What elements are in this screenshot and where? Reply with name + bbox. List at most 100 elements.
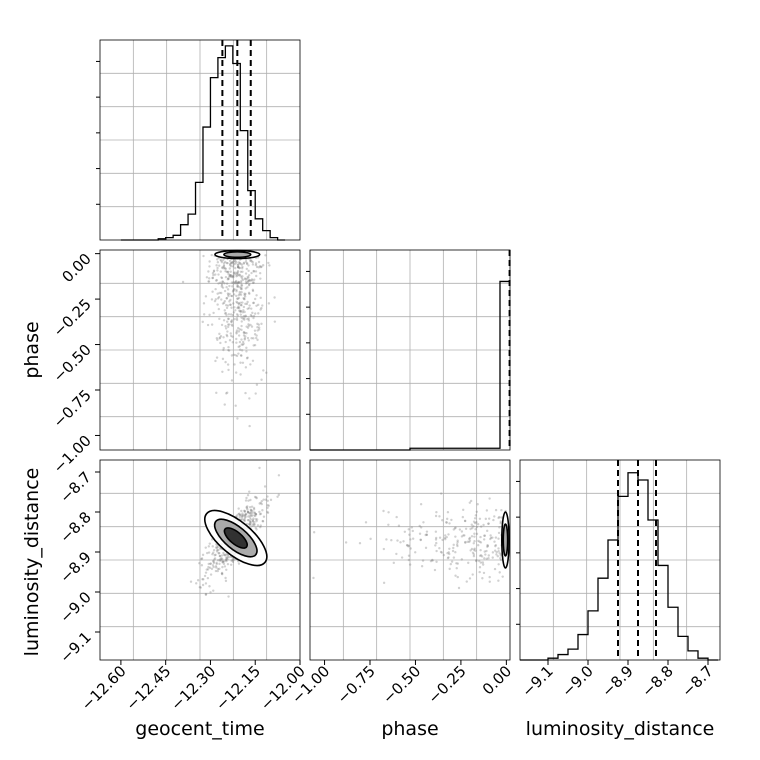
sample-point bbox=[209, 591, 212, 594]
sample-point bbox=[407, 544, 411, 547]
sample-point bbox=[261, 304, 264, 307]
sample-point bbox=[204, 546, 207, 549]
sample-point bbox=[487, 517, 491, 520]
sample-point bbox=[215, 546, 219, 550]
sample-point bbox=[252, 337, 255, 340]
sample-point bbox=[229, 274, 232, 277]
sample-point bbox=[248, 397, 251, 400]
sample-point bbox=[204, 571, 208, 574]
sample-point bbox=[215, 279, 218, 282]
sample-point bbox=[247, 274, 251, 277]
sample-point bbox=[247, 269, 250, 273]
sample-point bbox=[232, 280, 235, 284]
sample-point bbox=[488, 497, 491, 500]
sample-point bbox=[251, 311, 254, 315]
sample-point bbox=[277, 493, 280, 497]
sample-point bbox=[369, 537, 372, 541]
sample-point bbox=[250, 336, 253, 340]
sample-point bbox=[243, 510, 247, 513]
sample-point bbox=[254, 513, 258, 516]
sample-point bbox=[244, 513, 248, 516]
sample-point bbox=[233, 317, 236, 321]
sample-point bbox=[247, 307, 251, 310]
sample-point bbox=[246, 510, 250, 514]
sample-point bbox=[228, 263, 232, 267]
sample-point bbox=[226, 278, 230, 281]
sample-point bbox=[264, 254, 267, 257]
sample-point bbox=[216, 269, 219, 272]
sample-point bbox=[255, 265, 259, 269]
sample-point bbox=[235, 354, 239, 358]
sample-point bbox=[251, 288, 255, 292]
sample-point bbox=[251, 519, 254, 523]
sample-point bbox=[478, 517, 482, 520]
sample-point bbox=[258, 510, 261, 514]
sample-point bbox=[246, 280, 250, 283]
sample-point bbox=[246, 317, 249, 321]
sample-point bbox=[207, 545, 211, 548]
sample-point bbox=[236, 297, 239, 300]
sample-point bbox=[239, 513, 242, 517]
sample-point bbox=[434, 514, 438, 518]
sample-point bbox=[230, 323, 234, 326]
sample-point bbox=[216, 292, 219, 295]
sample-point bbox=[478, 559, 481, 563]
sample-point bbox=[460, 535, 464, 538]
sample-point bbox=[495, 550, 498, 554]
sample-point bbox=[223, 560, 226, 563]
sample-point bbox=[260, 502, 263, 506]
histogram-bin bbox=[598, 578, 608, 660]
y-axis-label-luminosity-distance: luminosity_distance bbox=[21, 468, 43, 657]
sample-point bbox=[243, 297, 246, 301]
sample-point bbox=[229, 275, 232, 278]
sample-point bbox=[263, 485, 267, 488]
sample-point bbox=[238, 290, 241, 294]
sample-point bbox=[214, 359, 217, 363]
sample-point bbox=[225, 558, 228, 562]
sample-point bbox=[234, 404, 237, 407]
sample-point bbox=[464, 519, 467, 523]
sample-point bbox=[447, 551, 450, 554]
sample-point bbox=[229, 563, 233, 566]
sample-point bbox=[268, 264, 271, 267]
sample-point bbox=[219, 270, 222, 273]
sample-point bbox=[488, 575, 491, 579]
sample-point bbox=[237, 306, 241, 310]
sample-point bbox=[454, 551, 457, 554]
sample-point bbox=[216, 258, 219, 261]
sample-point bbox=[481, 561, 485, 564]
sample-point bbox=[235, 313, 239, 316]
sample-point bbox=[498, 515, 501, 519]
sample-point bbox=[464, 540, 467, 544]
sample-point bbox=[229, 270, 232, 273]
sample-point bbox=[249, 520, 252, 524]
sample-point bbox=[451, 549, 455, 553]
sample-point bbox=[256, 326, 259, 329]
sample-point bbox=[500, 516, 503, 519]
sample-point bbox=[216, 548, 219, 552]
sample-point bbox=[224, 576, 227, 580]
sample-point bbox=[456, 539, 459, 542]
sample-point bbox=[243, 519, 246, 523]
sample-point bbox=[243, 338, 246, 341]
sample-point bbox=[252, 301, 255, 305]
sample-point bbox=[222, 346, 225, 350]
sample-point bbox=[226, 325, 230, 329]
sample-point bbox=[232, 288, 235, 292]
sample-point bbox=[215, 264, 218, 267]
sample-point bbox=[387, 523, 390, 526]
sample-point bbox=[260, 322, 263, 326]
sample-point bbox=[491, 556, 494, 559]
sample-point bbox=[245, 506, 249, 510]
sample-point bbox=[247, 276, 250, 279]
sample-point bbox=[243, 277, 247, 280]
sample-point bbox=[254, 512, 258, 516]
phase-vs-luminosity_distance-frame bbox=[309, 459, 511, 661]
sample-point bbox=[225, 286, 228, 289]
sample-point bbox=[231, 275, 234, 279]
sample-point bbox=[240, 263, 244, 266]
sample-point bbox=[253, 312, 257, 315]
sample-point bbox=[217, 282, 220, 285]
sample-point bbox=[253, 329, 257, 332]
sample-point bbox=[248, 523, 252, 527]
